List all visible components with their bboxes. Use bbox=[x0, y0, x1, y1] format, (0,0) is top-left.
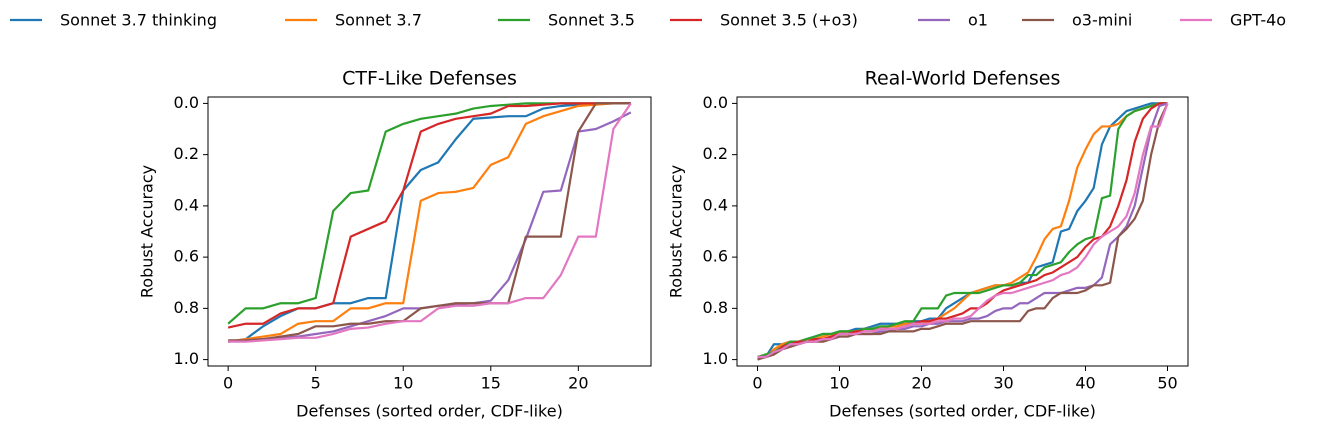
legend-label: GPT-4o bbox=[1230, 11, 1286, 30]
y-tick-label: 0.6 bbox=[703, 247, 728, 266]
y-tick-label: 0.0 bbox=[174, 93, 199, 112]
x-tick-label: 0 bbox=[752, 374, 762, 393]
y-axis-label: Robust Accuracy bbox=[667, 165, 686, 298]
chart-title: Real-World Defenses bbox=[865, 68, 1061, 90]
x-tick-label: 40 bbox=[1075, 374, 1095, 393]
x-tick-label: 0 bbox=[223, 374, 233, 393]
x-tick-label: 30 bbox=[993, 374, 1013, 393]
x-tick-label: 20 bbox=[568, 374, 588, 393]
legend-label: o3-mini bbox=[1072, 11, 1132, 30]
series-line bbox=[757, 102, 1168, 359]
series-line bbox=[228, 102, 631, 342]
y-tick-label: 1.0 bbox=[174, 349, 199, 368]
legend-label: o1 bbox=[968, 11, 988, 30]
series-line bbox=[227, 102, 631, 325]
y-axis-label: Robust Accuracy bbox=[138, 165, 157, 298]
chart-title: CTF-Like Defenses bbox=[342, 68, 517, 90]
series-line bbox=[757, 102, 1168, 359]
x-tick-label: 10 bbox=[393, 374, 413, 393]
y-tick-label: 0.2 bbox=[703, 144, 728, 163]
y-tick-label: 0.4 bbox=[703, 195, 728, 214]
x-tick-label: 15 bbox=[481, 374, 501, 393]
legend-label: Sonnet 3.7 thinking bbox=[60, 11, 217, 30]
x-tick-label: 20 bbox=[911, 374, 931, 393]
series-line bbox=[757, 102, 1169, 361]
x-axis-label: Defenses (sorted order, CDF-like) bbox=[829, 402, 1096, 421]
legend-label: Sonnet 3.5 (+o3) bbox=[720, 11, 858, 30]
x-tick-label: 10 bbox=[829, 374, 849, 393]
plot-frame bbox=[736, 96, 1189, 367]
y-tick-label: 0.6 bbox=[174, 247, 199, 266]
y-tick-label: 0.2 bbox=[174, 144, 199, 163]
y-tick-label: 0.0 bbox=[703, 93, 728, 112]
y-tick-label: 0.4 bbox=[174, 195, 199, 214]
series-line bbox=[757, 103, 1169, 359]
x-axis-label: Defenses (sorted order, CDF-like) bbox=[296, 402, 563, 421]
series-line bbox=[227, 102, 631, 329]
y-tick-label: 0.8 bbox=[174, 298, 199, 317]
legend-label: Sonnet 3.7 bbox=[335, 11, 422, 30]
y-tick-label: 1.0 bbox=[703, 349, 728, 368]
legend-label: Sonnet 3.5 bbox=[548, 11, 635, 30]
series-line bbox=[227, 102, 631, 343]
series-line bbox=[228, 102, 632, 343]
series-line bbox=[227, 102, 631, 343]
plot-frame bbox=[207, 96, 652, 367]
y-tick-label: 0.8 bbox=[703, 298, 728, 317]
x-tick-label: 50 bbox=[1157, 374, 1177, 393]
x-tick-label: 5 bbox=[311, 374, 321, 393]
